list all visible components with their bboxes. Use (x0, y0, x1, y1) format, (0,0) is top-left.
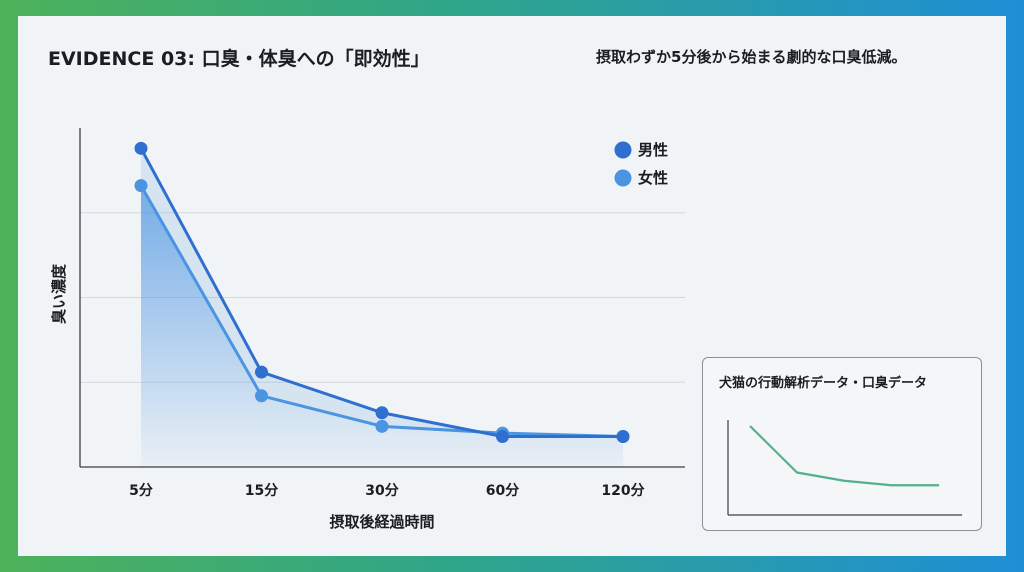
inset-series-line (749, 425, 939, 487)
page-subtitle: 摂取わずか5分後から始まる劇的な口臭低減。 (596, 48, 907, 66)
data-point-男性 (616, 429, 630, 443)
legend-marker (614, 141, 632, 159)
x-tick-label: 15分 (245, 483, 278, 499)
data-point-男性 (496, 429, 509, 443)
data-point-女性 (255, 389, 268, 403)
legend-label: 女性 (638, 169, 668, 187)
x-tick-label: 120分 (601, 483, 644, 499)
data-point-女性 (375, 419, 389, 433)
data-point-男性 (255, 365, 268, 379)
x-tick-label: 60分 (486, 483, 519, 499)
page-title: EVIDENCE 03: 口臭・体臭への「即効性」 (48, 48, 430, 70)
x-tick-label: 30分 (365, 483, 398, 499)
data-point-男性 (375, 406, 389, 420)
inset-line-chart (727, 420, 962, 516)
data-point-女性 (134, 179, 148, 193)
slide-panel: EVIDENCE 03: 口臭・体臭への「即効性」 摂取わずか5分後から始まる劇… (18, 16, 1006, 556)
inset-chart-card: 犬猫の行動解析データ・口臭データ (702, 357, 982, 531)
x-tick-label: 5分 (129, 483, 153, 499)
data-point-男性 (134, 141, 148, 155)
legend-label: 男性 (638, 141, 668, 159)
x-axis-label: 摂取後経過時間 (329, 513, 434, 531)
inset-chart-title: 犬猫の行動解析データ・口臭データ (719, 376, 928, 391)
legend-marker (614, 169, 632, 187)
y-axis-label: 臭い濃度 (50, 263, 68, 324)
